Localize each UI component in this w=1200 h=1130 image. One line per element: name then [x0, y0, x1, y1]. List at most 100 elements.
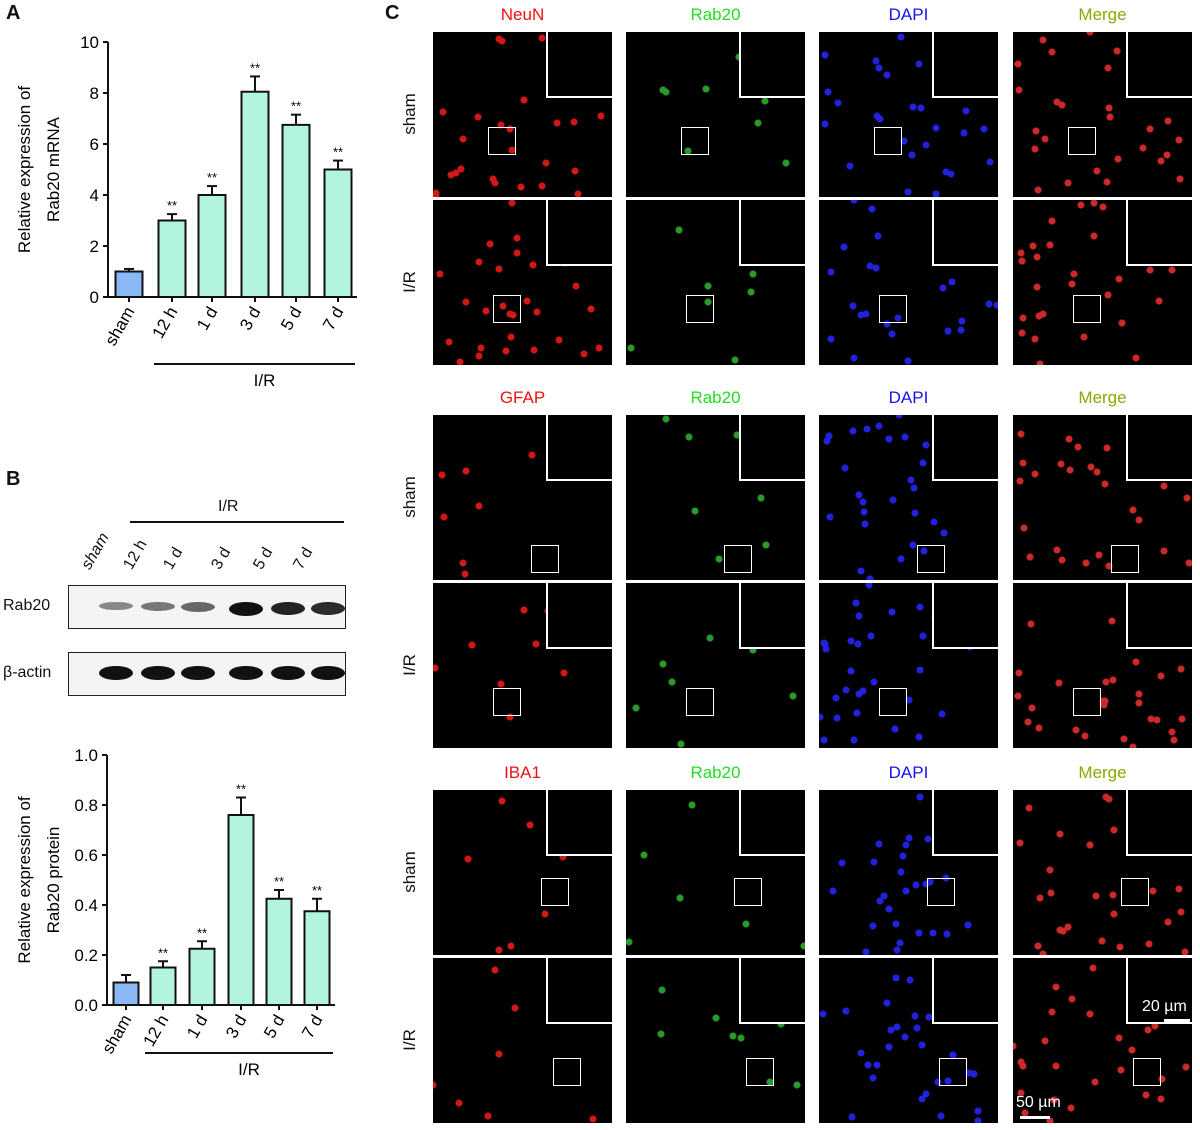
y-tick-label: 0	[90, 288, 99, 307]
zoom-inset	[739, 415, 805, 481]
micrograph-gfap-sham	[433, 415, 612, 580]
y-tick-label: 0.0	[74, 996, 98, 1015]
y-tick-label: 1.0	[74, 746, 98, 765]
bar	[114, 270, 144, 298]
bar	[265, 897, 293, 1006]
blot-row-label: β-actin	[3, 664, 52, 681]
y-tick-label: 8	[90, 84, 99, 103]
micrograph-merge-ir	[1013, 583, 1192, 748]
y-tick-label: 10	[80, 33, 99, 52]
micrograph-merge-ir	[1013, 200, 1192, 365]
zoom-inset	[1126, 583, 1192, 649]
significance-label: **	[312, 883, 322, 898]
blot-band	[99, 666, 133, 680]
micrograph-rab20-sham	[626, 32, 805, 197]
blot-band	[99, 602, 133, 611]
zoom-inset	[1126, 790, 1192, 856]
significance-label: **	[333, 145, 343, 160]
row-label: sham	[400, 476, 419, 518]
x-tick-label: 5 d	[260, 1012, 288, 1042]
channel-label: Rab20	[690, 388, 741, 407]
zoom-inset	[546, 790, 612, 856]
channel-label: IBA1	[504, 763, 541, 782]
x-tick-label: sham	[101, 304, 138, 350]
row-label: I/R	[400, 1029, 419, 1051]
region-of-interest-box	[1121, 878, 1149, 906]
scale-bar-inset-label: 20 µm	[1142, 998, 1187, 1015]
x-tick-label: 3 d	[236, 304, 264, 334]
significance-label: **	[236, 782, 246, 797]
zoom-inset	[932, 32, 998, 98]
region-of-interest-box	[686, 688, 714, 716]
channel-label: Rab20	[690, 5, 741, 24]
blot-group-line	[130, 521, 344, 523]
row-label: sham	[400, 93, 419, 135]
zoom-inset	[546, 200, 612, 266]
micrograph-rab20-ir	[626, 958, 805, 1123]
region-of-interest-box	[1133, 1058, 1161, 1086]
micrograph-neun-ir	[433, 200, 612, 365]
bar	[149, 966, 177, 1006]
micrograph-merge-ir	[1013, 958, 1192, 1123]
x-tick-label: 7 d	[298, 1012, 326, 1042]
blot-band	[229, 666, 263, 680]
y-tick-label: 0.6	[74, 846, 98, 865]
x-tick-label: sham	[98, 1012, 135, 1058]
y-axis-label: Relative expression of	[15, 86, 34, 254]
region-of-interest-box	[874, 127, 902, 155]
blot-band	[271, 602, 305, 616]
x-tick-label: 1 d	[183, 1012, 211, 1042]
zoom-inset	[932, 958, 998, 1024]
micrograph-dapi-sham	[819, 790, 998, 955]
y-tick-label: 2	[90, 237, 99, 256]
chart-protein: 0.0 0.2 0.4 0.6 0.8 1.0 Relative expression of…	[15, 746, 335, 1079]
blot-band	[271, 666, 305, 680]
panel-label-a: A	[6, 2, 21, 24]
region-of-interest-box	[686, 295, 714, 323]
x-tick-label: 3 d	[222, 1012, 250, 1042]
zoom-inset	[739, 958, 805, 1024]
y-tick-label: 0.4	[74, 896, 98, 915]
x-tick-label: 12 h	[148, 304, 181, 342]
blot-band	[141, 602, 175, 612]
scale-bar	[1020, 1116, 1050, 1119]
micrograph-rab20-ir	[626, 200, 805, 365]
zoom-inset	[546, 415, 612, 481]
row-label: I/R	[400, 654, 419, 676]
zoom-inset	[1126, 415, 1192, 481]
blot-row-label: Rab20	[3, 597, 51, 614]
channel-label: NeuN	[500, 5, 545, 24]
region-of-interest-box	[879, 295, 907, 323]
significance-label: **	[197, 925, 207, 940]
y-axis-label: Relative expression of	[15, 796, 34, 964]
micrograph-dapi-ir	[819, 583, 998, 748]
blot-lane-label: sham	[78, 530, 113, 573]
zoom-inset	[739, 200, 805, 266]
group-label: I/R	[254, 371, 276, 390]
y-tick-label: 6	[90, 135, 99, 154]
channel-label: DAPI	[888, 388, 929, 407]
region-of-interest-box	[746, 1058, 774, 1086]
region-of-interest-box	[553, 1058, 581, 1086]
channel-label: Merge	[1078, 763, 1127, 782]
bar	[281, 123, 311, 298]
bar	[303, 910, 331, 1006]
micrograph-dapi-ir	[819, 958, 998, 1123]
zoom-inset	[546, 958, 612, 1024]
bar	[197, 194, 227, 298]
micrograph-neun-sham	[433, 32, 612, 197]
significance-label: **	[158, 945, 168, 960]
bar	[157, 219, 187, 298]
zoom-inset	[546, 583, 612, 649]
region-of-interest-box	[1068, 127, 1096, 155]
blot-band	[181, 666, 215, 680]
scale-bar-inset	[1164, 1019, 1190, 1022]
y-axis-label: Rab20 mRNA	[44, 116, 63, 222]
blot-beta-actin	[68, 652, 346, 696]
scale-bar-label: 50 µm	[1016, 1094, 1061, 1111]
zoom-inset	[1126, 958, 1192, 1024]
row-label: I/R	[400, 271, 419, 293]
bar	[188, 947, 216, 1006]
y-tick-label: 0.2	[74, 946, 98, 965]
region-of-interest-box	[488, 127, 516, 155]
